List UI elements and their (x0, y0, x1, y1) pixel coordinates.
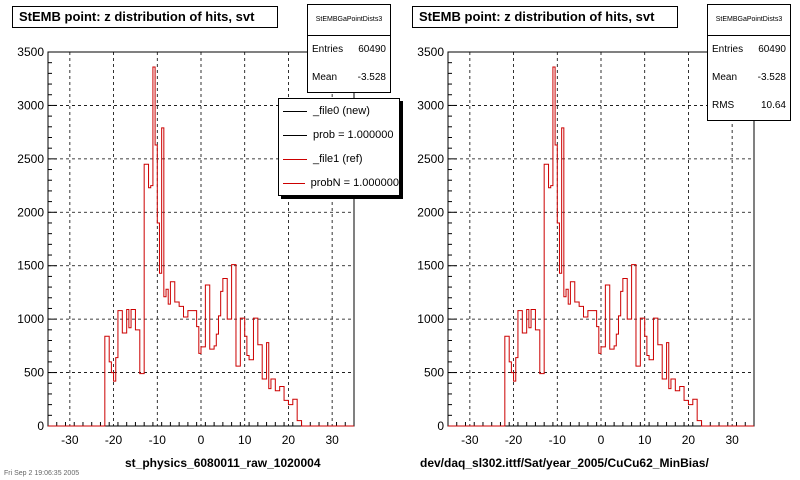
stats-row-mean: Mean -3.528 (308, 64, 390, 92)
stats-label: Entries (312, 44, 344, 55)
legend-entry: probN = 1.000000 (279, 171, 399, 195)
y-tick-label: 3500 (17, 45, 44, 59)
stats-title: StEMBGaPointDists3 (708, 5, 790, 36)
legend-label: prob = 1.000000 (313, 129, 394, 141)
stats-value: -3.528 (357, 72, 386, 83)
stats-row-entries: Entries 60490 (708, 36, 790, 64)
legend-line-swatch (283, 134, 307, 136)
x-tick-label: -20 (105, 433, 123, 447)
legend-label: _file0 (new) (313, 105, 370, 117)
legend-entry: prob = 1.000000 (279, 123, 399, 147)
stats-value: -3.528 (757, 72, 786, 83)
stats-row-rms: RMS 10.64 (708, 92, 790, 120)
plot-title: StEMB point: z distribution of hits, svt (12, 6, 278, 28)
y-tick-label: 0 (437, 419, 444, 433)
stats-title: StEMBGaPointDists3 (308, 5, 390, 36)
stats-row-entries: Entries 60490 (308, 36, 390, 64)
histogram-series (48, 66, 354, 427)
x-tick-label: -20 (505, 433, 523, 447)
y-tick-label: 3500 (417, 45, 444, 59)
stats-label: Mean (712, 72, 738, 83)
x-tick-label: 20 (682, 433, 696, 447)
right-plot: -30 -20 -10 0 10 20 30 0 500 1000 1500 2000 2500 3000… (417, 45, 755, 447)
x-tick-label: 20 (282, 433, 296, 447)
timestamp-footer: Fri Sep 2 19:06:35 2005 (4, 470, 80, 477)
histogram-series (448, 66, 754, 427)
x-tick-label: 0 (198, 433, 205, 447)
stats-box[interactable]: StEMBGaPointDists3 Entries 60490 Mean -3… (307, 4, 391, 93)
stats-row-mean: Mean -3.528 (708, 64, 790, 92)
right-histogram-pad: -30 -20 -10 0 10 20 30 0 500 1000 1500 2000 2500 3000… (400, 0, 800, 480)
stats-value: 10.64 (760, 100, 786, 111)
x-tick-label: 0 (598, 433, 605, 447)
y-tick-label: 500 (24, 366, 44, 380)
x-tick-label: -10 (149, 433, 167, 447)
stats-value: 60490 (358, 44, 386, 55)
y-tick-label: 1000 (417, 312, 444, 326)
legend-box[interactable]: _file0 (new) prob = 1.000000 _file1 (ref… (278, 98, 400, 196)
y-tick-label: 3000 (417, 98, 444, 112)
y-tick-label: 2500 (417, 152, 444, 166)
y-tick-label: 2000 (17, 205, 44, 219)
x-tick-label: 10 (638, 433, 652, 447)
y-tick-label: 1500 (417, 259, 444, 273)
x-tick-label: 10 (238, 433, 252, 447)
y-tick-label: 1500 (17, 259, 44, 273)
legend-entry: _file0 (new) (279, 99, 399, 123)
stats-label: RMS (712, 100, 735, 111)
y-tick-label: 2000 (417, 205, 444, 219)
y-tick-label: 2500 (17, 152, 44, 166)
x-tick-label: -30 (61, 433, 79, 447)
x-axis-label: st_physics_6080011_raw_1020004 (125, 456, 321, 470)
legend-line-swatch (283, 158, 307, 160)
x-tick-label: 30 (325, 433, 339, 447)
x-tick-label: -10 (549, 433, 567, 447)
legend-label: probN = 1.000000 (310, 177, 399, 189)
y-tick-label: 3000 (17, 98, 44, 112)
x-axis-label: dev/daq_sl302.ittf/Sat/year_2005/CuCu62_… (420, 456, 709, 470)
stats-value: 60490 (758, 44, 786, 55)
y-tick-label: 0 (37, 419, 44, 433)
stats-box[interactable]: StEMBGaPointDists3 Entries 60490 Mean -3… (707, 4, 791, 121)
left-histogram-pad: -30 -20 -10 0 10 20 30 0 500 1000 1500 2000 2500 3000… (12, 4, 400, 470)
legend-line-swatch (283, 182, 305, 184)
legend-entry: _file1 (ref) (279, 147, 399, 171)
legend-label: _file1 (ref) (313, 153, 363, 165)
y-tick-label: 500 (424, 366, 444, 380)
stats-label: Mean (312, 72, 338, 83)
y-tick-label: 1000 (17, 312, 44, 326)
plot-title: StEMB point: z distribution of hits, svt (412, 6, 678, 28)
stats-label: Entries (712, 44, 744, 55)
x-tick-label: 30 (725, 433, 739, 447)
x-tick-label: -30 (461, 433, 479, 447)
legend-line-swatch (283, 110, 307, 112)
